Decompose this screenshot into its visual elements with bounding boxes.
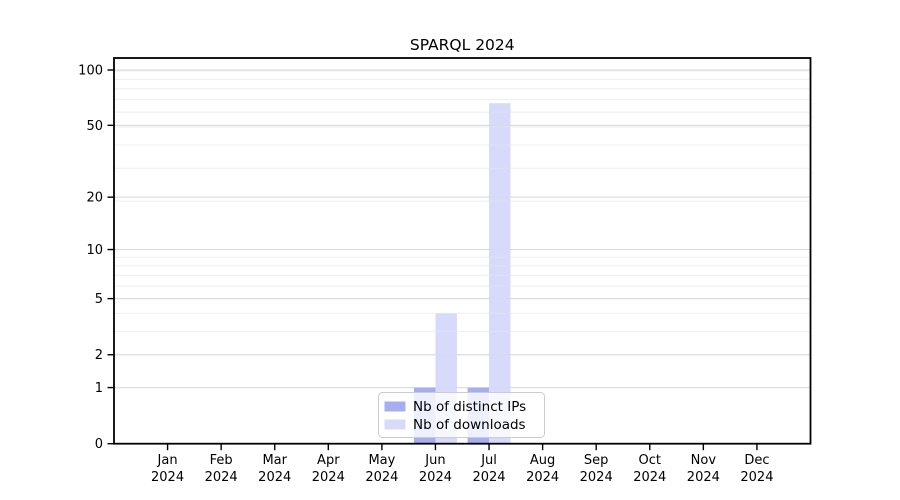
y-tick-label-5: 5 (95, 292, 103, 307)
x-tick-year: 2024 (151, 470, 184, 485)
x-tick-month: Jan (157, 453, 178, 468)
y-tick-label-2: 2 (95, 348, 103, 363)
legend-box (378, 392, 545, 438)
x-tick-month: May (368, 453, 395, 468)
x-tick-year: 2024 (633, 470, 666, 485)
x-tick-label-sep: Sep 2024 (580, 453, 613, 485)
legend-swatch-nb-of-distinct-ips (384, 401, 406, 412)
x-tick-year: 2024 (526, 470, 559, 485)
x-tick-year: 2024 (365, 470, 398, 485)
x-axis: Jan 2024 Feb 2024 Mar 2024 Apr 2024 May 2024 Jun 20… (151, 443, 773, 485)
x-tick-month: Jun (424, 453, 445, 468)
x-tick-year: 2024 (580, 470, 613, 485)
legend-label-nb-of-distinct-ips: Nb of distinct IPs (413, 399, 526, 415)
x-tick-month: Sep (584, 453, 609, 468)
y-tick-label-0: 0 (95, 437, 103, 452)
x-tick-label-dec: Dec 2024 (740, 453, 773, 485)
x-tick-year: 2024 (419, 470, 452, 485)
x-tick-month: Mar (262, 453, 287, 468)
x-tick-year: 2024 (205, 470, 238, 485)
legend-label-nb-of-downloads: Nb of downloads (413, 417, 526, 433)
x-tick-month: Apr (317, 453, 340, 468)
gridlines-overlay (114, 69, 811, 389)
x-tick-year: 2024 (472, 470, 505, 485)
x-tick-month: Jul (480, 453, 497, 468)
y-tick-label-20: 20 (86, 191, 103, 206)
legend: Nb of distinct IPs Nb of downloads (378, 392, 545, 438)
x-tick-month: Dec (744, 453, 769, 468)
x-tick-label-jul: Jul 2024 (472, 453, 505, 485)
x-tick-label-oct: Oct 2024 (633, 453, 666, 485)
x-tick-year: 2024 (312, 470, 345, 485)
x-tick-month: Feb (210, 453, 233, 468)
y-tick-label-10: 10 (86, 243, 103, 258)
plot-border (113, 57, 812, 445)
y-tick-label-100: 100 (78, 64, 103, 79)
bar-nb-of-downloads-jul (489, 103, 511, 444)
x-tick-year: 2024 (740, 470, 773, 485)
chart-title: SPARQL 2024 (410, 36, 515, 54)
x-tick-label-aug: Aug 2024 (526, 453, 559, 485)
x-tick-label-feb: Feb 2024 (205, 453, 238, 485)
gridlines-minor (114, 70, 811, 332)
x-tick-year: 2024 (687, 470, 720, 485)
x-tick-label-jun: Jun 2024 (419, 453, 452, 485)
x-tick-label-apr: Apr 2024 (312, 453, 345, 485)
x-tick-month: Aug (530, 453, 555, 468)
y-tick-label-50: 50 (86, 119, 103, 134)
x-tick-label-nov: Nov 2024 (687, 453, 720, 485)
x-tick-month: Oct (639, 453, 661, 468)
x-tick-label-may: May 2024 (365, 453, 398, 485)
y-axis: 0 1 2 5 10 20 50 100 (78, 64, 114, 452)
y-tick-label-1: 1 (95, 381, 103, 396)
legend-swatch-nb-of-downloads (384, 419, 406, 430)
x-tick-year: 2024 (258, 470, 291, 485)
x-tick-label-jan: Jan 2024 (151, 453, 184, 485)
x-tick-label-mar: Mar 2024 (258, 453, 291, 485)
gridlines-major (114, 69, 811, 389)
x-tick-month: Nov (691, 453, 717, 468)
